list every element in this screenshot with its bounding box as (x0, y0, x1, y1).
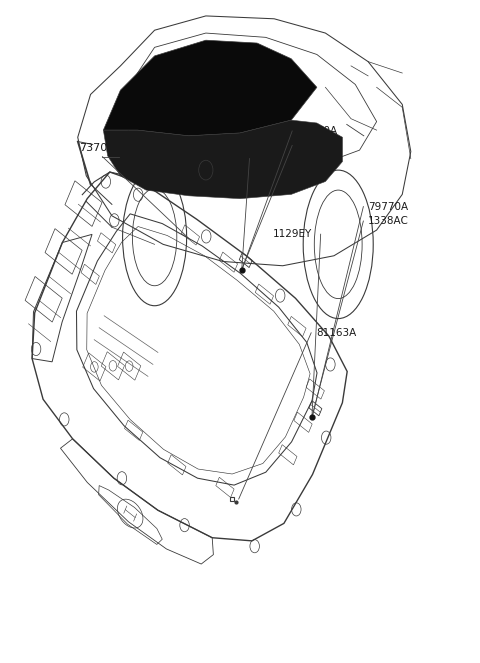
Polygon shape (103, 120, 343, 199)
Text: 1129EY: 1129EY (273, 229, 312, 239)
Polygon shape (103, 40, 317, 136)
Text: 79770A: 79770A (297, 126, 337, 136)
Text: 1338AC: 1338AC (368, 216, 409, 226)
Text: 1129EY: 1129EY (212, 154, 251, 164)
Text: 79770A: 79770A (368, 202, 408, 211)
Text: 73700: 73700 (79, 143, 114, 153)
Text: 1338AC: 1338AC (297, 141, 338, 151)
Text: 81163A: 81163A (316, 328, 356, 338)
